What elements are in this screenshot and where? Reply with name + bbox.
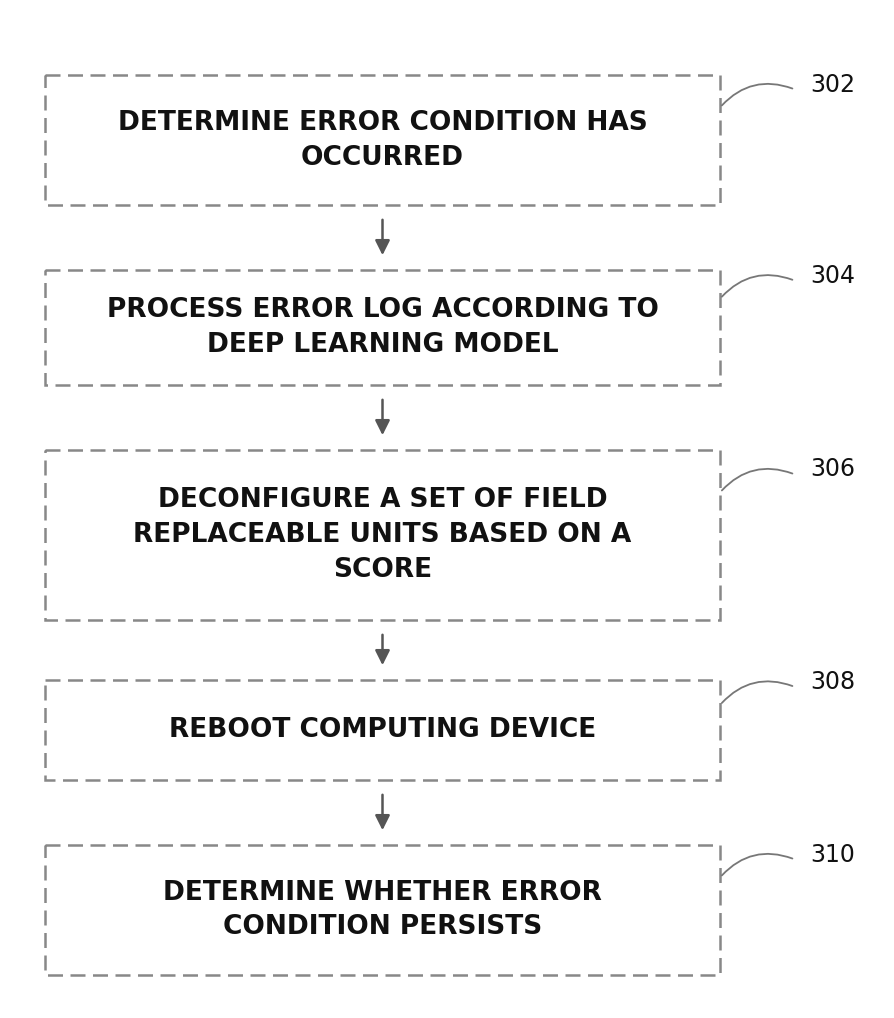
Text: PROCESS ERROR LOG ACCORDING TO
DEEP LEARNING MODEL: PROCESS ERROR LOG ACCORDING TO DEEP LEAR… [106, 297, 658, 358]
Text: 302: 302 [809, 72, 854, 97]
Text: DETERMINE ERROR CONDITION HAS
OCCURRED: DETERMINE ERROR CONDITION HAS OCCURRED [117, 110, 646, 170]
Text: DECONFIGURE A SET OF FIELD
REPLACEABLE UNITS BASED ON A
SCORE: DECONFIGURE A SET OF FIELD REPLACEABLE U… [133, 487, 631, 583]
Bar [45, 450, 719, 620]
Bar [45, 680, 719, 780]
Text: 304: 304 [809, 264, 854, 288]
Text: 306: 306 [809, 457, 854, 482]
Bar [45, 845, 719, 975]
Text: 308: 308 [809, 670, 854, 694]
Text: REBOOT COMPUTING DEVICE: REBOOT COMPUTING DEVICE [169, 717, 595, 743]
Text: 310: 310 [809, 843, 854, 866]
Bar [45, 75, 719, 205]
Bar [45, 270, 719, 385]
Text: DETERMINE WHETHER ERROR
CONDITION PERSISTS: DETERMINE WHETHER ERROR CONDITION PERSIS… [163, 880, 602, 941]
